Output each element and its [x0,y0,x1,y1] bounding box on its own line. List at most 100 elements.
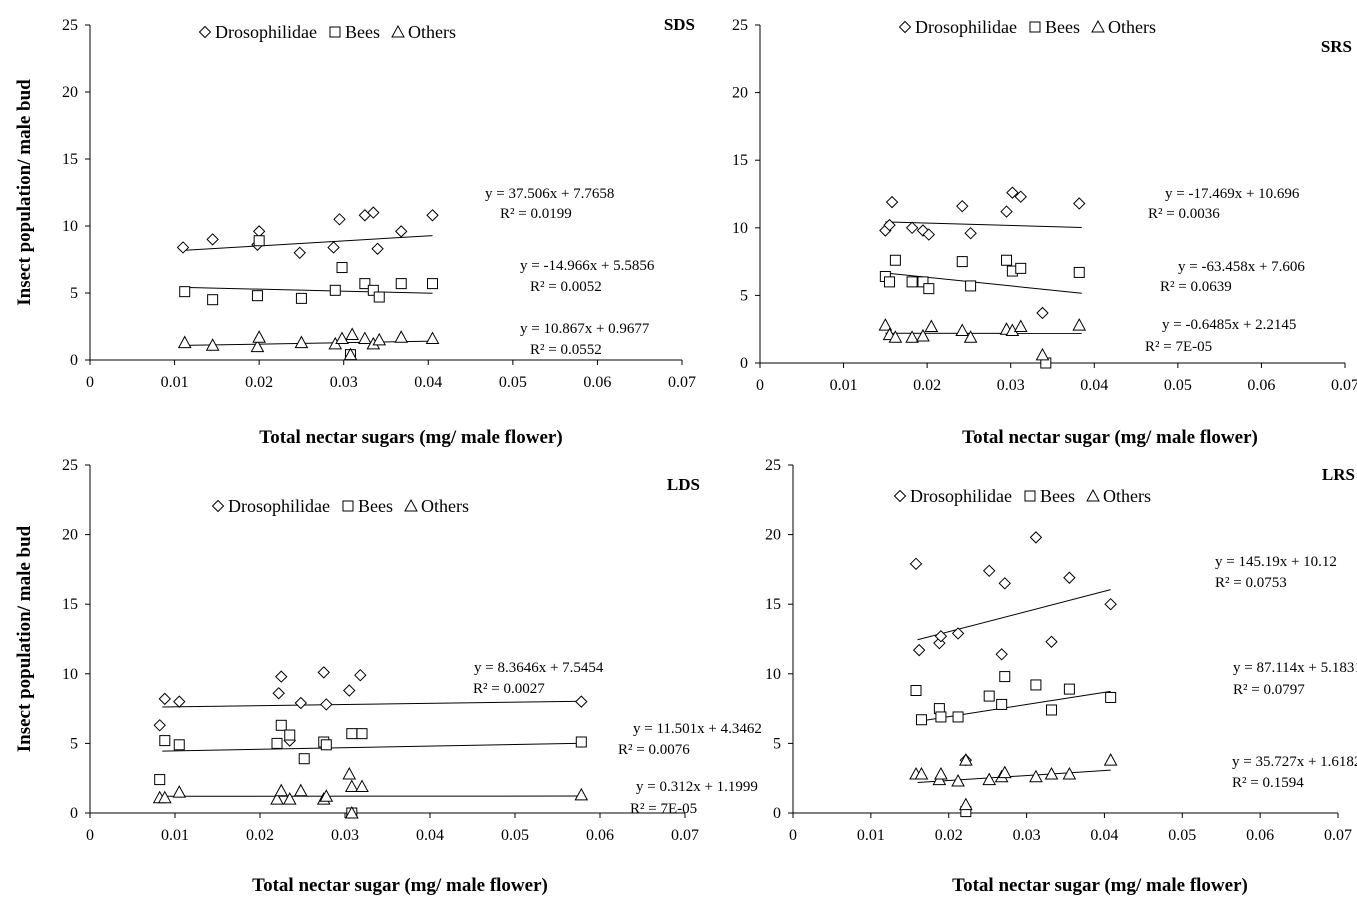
data-point [935,711,947,723]
data-point [910,685,922,697]
data-point [395,278,407,290]
r-squared-label: R² = 0.0753 [1215,575,1287,591]
data-point [1063,571,1076,584]
data-point [906,276,918,288]
trend-equation: y = 145.19x + 10.12 [1215,554,1337,570]
legend-marker-others [1086,488,1100,502]
data-point [1073,266,1085,278]
x-tick-label: 0.06 [583,374,611,391]
data-point [354,668,367,682]
data-point [934,766,948,780]
data-point [905,221,919,235]
trendline-bees [917,690,1111,722]
y-tick-label: 5 [70,735,78,752]
panel-label: LDS [667,475,700,494]
y-tick-label: 0 [773,805,781,822]
legend: Drosophilidae Bees Others [898,17,1156,37]
data-point [1103,753,1118,766]
data-point [998,577,1011,590]
y-axis-label: Insect population/ male bud [14,79,35,306]
x-tick-label: 0.05 [1168,827,1196,844]
data-point [995,648,1008,661]
data-point [996,698,1008,710]
data-point [172,785,187,798]
data-point [346,728,358,740]
data-point [251,290,263,302]
y-tick-label: 15 [765,596,781,613]
data-point [916,328,930,342]
data-point [373,291,385,303]
x-tick-label: 0.04 [1090,827,1118,844]
data-point [173,739,185,751]
data-point [270,792,284,805]
legend-label-drosophilidae: Drosophilidae [215,22,317,42]
x-axis-label: Total nectar sugars (mg/ male flower) [259,427,562,448]
x-tick-label: 0.04 [1080,377,1108,394]
data-point [342,766,357,780]
data-point [956,199,969,213]
y-tick-label: 25 [62,457,78,474]
r-squared-label: R² = 0.0639 [1160,279,1232,295]
trend-equation: y = -63.458x + 7.606 [1178,259,1305,275]
legend-marker-drosophilidae [198,25,212,39]
legend-marker-bees [1024,490,1036,502]
trendline-drosophilidae [182,235,433,251]
data-point [333,213,346,226]
data-point [319,789,334,802]
trend-equation: y = -17.469x + 10.696 [1165,186,1300,202]
data-point [1030,679,1042,691]
y-tick-label: 20 [765,527,781,544]
data-point [878,318,893,331]
data-point [293,783,308,797]
data-point [982,564,996,577]
data-point [959,797,973,811]
x-tick-label: 0.03 [330,374,358,391]
y-tick-label: 25 [765,457,781,474]
x-tick-label: 0.04 [414,374,442,391]
data-point [1014,190,1027,203]
data-point [271,737,283,749]
data-point [177,335,192,349]
legend: Drosophilidae Bees Others [198,22,456,42]
trend-equation: y = 11.501x + 4.3462 [633,721,762,737]
data-point [1036,306,1049,320]
data-point [344,779,359,793]
panel-label: LRS [1322,465,1355,484]
data-point [997,765,1012,779]
y-tick-label: 10 [62,218,78,235]
data-point [320,739,332,751]
legend-label-bees: Bees [1045,17,1080,37]
data-point [295,292,307,304]
series-others: y = 35.727x + 1.6182 R² = 0.1594 [909,753,1357,811]
x-tick-label: 0.03 [997,377,1025,394]
data-point [924,319,939,332]
trend-equation: y = 35.727x + 1.6182 [1232,754,1357,770]
data-point [282,792,297,805]
y-tick-label: 10 [732,220,748,237]
data-point [1045,635,1058,648]
x-tick-label: 0 [86,374,94,391]
data-point [252,330,266,343]
series-others: y = 0.312x + 1.1999 R² = 7E-05 [152,766,758,819]
data-point [889,254,901,266]
legend-label-others: Others [421,496,469,516]
data-point [905,330,919,343]
data-point [359,278,371,290]
legend-label-others: Others [1108,17,1156,37]
data-point [367,284,379,296]
data-point [154,774,166,786]
data-point [252,225,266,238]
y-tick-label: 0 [70,352,78,369]
data-point [173,695,186,708]
data-point [1013,319,1028,332]
x-tick-label: 0.06 [1246,827,1274,844]
data-point [982,772,997,786]
data-point [356,728,368,740]
data-point [294,696,308,710]
data-point [372,332,387,346]
x-tick-label: 0.07 [1331,377,1357,394]
y-tick-label: 20 [62,84,78,101]
legend-marker-drosophilidae [893,489,907,503]
data-point [885,195,899,209]
data-point [1105,691,1117,703]
